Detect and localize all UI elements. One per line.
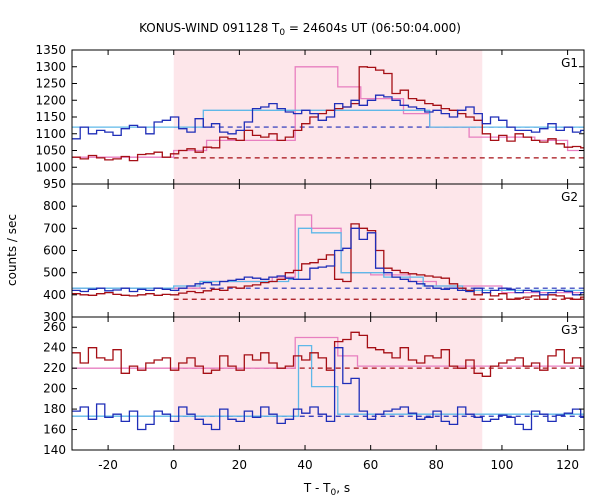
blue-count-rate-series	[72, 347, 584, 431]
panel-label: G2	[561, 190, 578, 204]
red-count-rate-series	[72, 66, 584, 162]
chart-title: KONUS-WIND 091128 T0 = 24604s UT (06:50:…	[139, 21, 461, 38]
y-tick-label: 1300	[35, 60, 66, 74]
pink-model-curve	[72, 66, 584, 158]
x-tick-label: 80	[429, 458, 444, 472]
y-tick-label: 1000	[35, 160, 66, 174]
x-tick-label: 20	[232, 458, 247, 472]
cyan-model-curve	[72, 344, 584, 417]
y-tick-label: 200	[43, 382, 66, 396]
y-tick-label: 950	[43, 177, 66, 191]
y-tick-label: 700	[43, 221, 66, 235]
panel-series	[72, 66, 584, 162]
y-tick-label: 300	[43, 310, 66, 324]
y-tick-label: 1250	[35, 77, 66, 91]
burst-interval-shade	[173, 317, 483, 450]
y-tick-label: 1200	[35, 93, 66, 107]
x-tick-label: -20	[98, 458, 118, 472]
y-tick-label: 140	[43, 443, 66, 457]
x-tick-label: 40	[297, 458, 312, 472]
cyan-model-curve	[72, 227, 584, 292]
y-tick-label: 1150	[35, 110, 66, 124]
y-tick-label: 260	[43, 320, 66, 334]
y-tick-label: 600	[43, 244, 66, 258]
y-tick-label: 160	[43, 423, 66, 437]
panel-label: G1	[561, 56, 578, 70]
x-tick-label: 100	[490, 458, 513, 472]
panel-g1: 950 1000 1050 1100 1150 1200 1250 1300 1350 G1	[35, 43, 585, 191]
y-tick-label: 1100	[35, 127, 66, 141]
y-tick-label: 180	[43, 402, 66, 416]
red-count-rate-series	[72, 331, 584, 377]
red-count-rate-series	[72, 223, 584, 300]
pink-model-curve	[72, 336, 584, 369]
y-tick-label: 220	[43, 361, 66, 375]
x-tick-label: 120	[556, 458, 579, 472]
y-tick-label: 1050	[35, 144, 66, 158]
cyan-model-curve	[72, 109, 584, 128]
panel-series	[72, 214, 584, 300]
y-axis-label: counts / sec	[5, 214, 19, 286]
y-tick-label: 400	[43, 288, 66, 302]
x-tick-label: 60	[363, 458, 378, 472]
blue-count-rate-series	[72, 227, 584, 296]
burst-interval-shade	[173, 184, 483, 317]
panel-g3: 140 160 180 200 220 240 260 G3 -20 0 20 40 60 80 100 12…	[43, 316, 585, 472]
x-tick-label: 0	[170, 458, 178, 472]
panels: 95010001050110011501200125013001350G1300…	[35, 43, 585, 472]
x-axis-label: T - T0, s	[303, 481, 350, 498]
y-tick-label: 800	[43, 199, 66, 213]
y-tick-label: 1350	[35, 43, 66, 57]
panel-label: G3	[561, 323, 578, 337]
y-tick-label: 240	[43, 341, 66, 355]
panel-series	[72, 331, 584, 431]
panel-g2: 300 400 500 600 700 800 G2	[43, 183, 585, 324]
panel-frame	[71, 316, 585, 451]
blue-count-rate-series	[72, 94, 584, 140]
y-tick-label: 500	[43, 266, 66, 280]
